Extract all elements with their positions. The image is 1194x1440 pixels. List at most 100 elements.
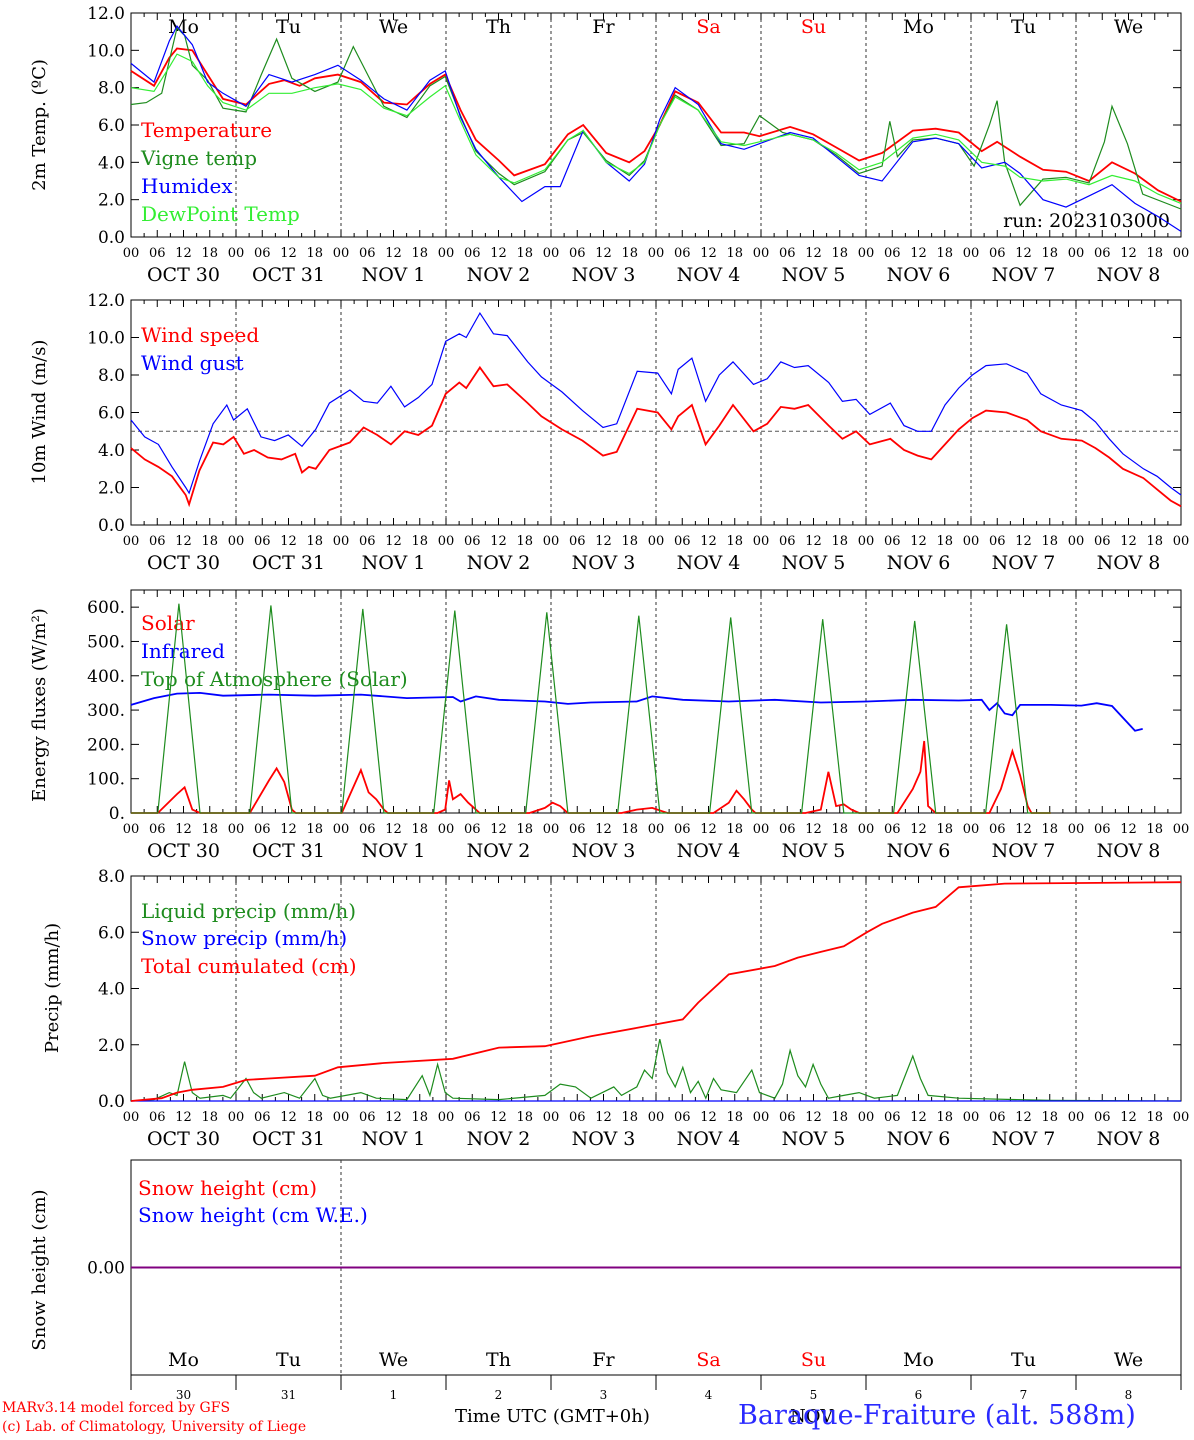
- hour-tick-label: 06: [254, 534, 271, 549]
- hour-tick-label: 18: [516, 246, 533, 261]
- hour-tick-label: 06: [254, 1110, 271, 1125]
- hour-tick-label: 18: [726, 246, 743, 261]
- hour-tick-label: 18: [201, 1110, 218, 1125]
- series-line-infrared: [130, 691, 1143, 732]
- hour-tick-label: 18: [1146, 534, 1163, 549]
- y-tick-label: 0.00: [87, 1259, 125, 1279]
- date-label: OCT 30: [147, 552, 220, 574]
- station-label: Baraque-Fraiture (alt. 588m): [738, 1400, 1136, 1431]
- y-tick-label: 600.: [87, 598, 125, 618]
- hour-tick-label: 00: [858, 534, 875, 549]
- day-number: 4: [705, 1388, 713, 1402]
- hour-tick-label: 12: [805, 534, 822, 549]
- hour-tick-label: 18: [1146, 246, 1163, 261]
- hour-tick-label: 12: [700, 1110, 717, 1125]
- hour-tick-label: 06: [674, 1110, 691, 1125]
- hour-tick-label: 00: [963, 1110, 980, 1125]
- y-tick-label: 4.0: [98, 153, 125, 173]
- hour-tick-label: 00: [1173, 822, 1190, 837]
- y-tick-label: 6.0: [98, 116, 125, 136]
- weekday-label: Su: [801, 1349, 826, 1371]
- date-label: NOV 3: [572, 840, 636, 862]
- hour-tick-label: 18: [201, 246, 218, 261]
- date-label: NOV 7: [992, 840, 1056, 862]
- date-label: NOV 5: [782, 552, 846, 574]
- date-label: NOV 4: [677, 840, 741, 862]
- hour-tick-label: 06: [569, 534, 586, 549]
- hour-tick-label: 18: [831, 1110, 848, 1125]
- y-tick-label: 4.0: [98, 980, 125, 1000]
- hour-tick-label: 12: [910, 534, 927, 549]
- hour-tick-label: 00: [1068, 1110, 1085, 1125]
- date-label: NOV 2: [467, 264, 531, 286]
- hour-tick-label: 00: [1068, 534, 1085, 549]
- hour-tick-label: 00: [228, 246, 245, 261]
- hour-tick-label: 12: [910, 246, 927, 261]
- date-label: OCT 31: [252, 840, 325, 862]
- hour-tick-label: 12: [175, 534, 192, 549]
- hour-tick-label: 00: [123, 822, 140, 837]
- month-label: NOV: [790, 1406, 834, 1427]
- hour-tick-label: 12: [700, 534, 717, 549]
- series-line-humidex: [130, 25, 1182, 232]
- y-tick-label: 10.0: [87, 329, 125, 349]
- hour-tick-label: 06: [884, 1110, 901, 1125]
- hour-tick-label: 18: [936, 1110, 953, 1125]
- legend-snow-height-cm-w-e-: Snow height (cm W.E.): [138, 1203, 368, 1227]
- hour-tick-label: 18: [1041, 822, 1058, 837]
- date-label: NOV 1: [362, 840, 426, 862]
- hour-tick-label: 00: [123, 246, 140, 261]
- hour-tick-label: 12: [1120, 1110, 1137, 1125]
- y-tick-label: 0.0: [98, 228, 125, 248]
- date-label: NOV 2: [467, 552, 531, 574]
- hour-tick-label: 12: [805, 1110, 822, 1125]
- hour-tick-label: 12: [805, 822, 822, 837]
- hour-tick-label: 06: [464, 246, 481, 261]
- hour-tick-label: 00: [333, 1110, 350, 1125]
- date-label: OCT 31: [252, 552, 325, 574]
- hour-tick-label: 00: [858, 822, 875, 837]
- hour-tick-label: 18: [831, 822, 848, 837]
- hour-tick-label: 12: [175, 1110, 192, 1125]
- hour-tick-label: 18: [936, 534, 953, 549]
- weekday-label: Fr: [592, 1349, 615, 1371]
- date-label: OCT 30: [147, 840, 220, 862]
- date-label: OCT 31: [252, 1128, 325, 1150]
- hour-tick-label: 00: [648, 1110, 665, 1125]
- weekday-label: Tu: [1011, 1349, 1036, 1371]
- weekday-label: Th: [486, 1349, 511, 1371]
- hour-tick-label: 12: [280, 246, 297, 261]
- weekday-label: Fr: [592, 16, 615, 38]
- date-label: NOV 2: [467, 840, 531, 862]
- hour-tick-label: 12: [490, 534, 507, 549]
- model-credit: MARv3.14 model forced by GFS: [2, 1400, 231, 1416]
- day-number: 5: [810, 1388, 818, 1402]
- hour-tick-label: 00: [438, 534, 455, 549]
- hour-tick-label: 00: [858, 246, 875, 261]
- date-label: NOV 4: [677, 552, 741, 574]
- date-label: NOV 4: [677, 1128, 741, 1150]
- hour-tick-label: 06: [989, 534, 1006, 549]
- hour-tick-label: 18: [831, 534, 848, 549]
- hour-tick-label: 06: [464, 534, 481, 549]
- weekday-label: Sa: [696, 16, 720, 38]
- day-number: 1: [390, 1388, 398, 1402]
- hour-tick-label: 00: [648, 246, 665, 261]
- hour-tick-label: 06: [1094, 246, 1111, 261]
- hour-tick-label: 18: [411, 534, 428, 549]
- hour-tick-label: 06: [464, 822, 481, 837]
- hour-tick-label: 12: [1015, 1110, 1032, 1125]
- y-tick-label: 0.: [109, 804, 125, 824]
- hour-tick-label: 06: [149, 822, 166, 837]
- hour-tick-label: 12: [490, 822, 507, 837]
- series-line-temperature: [130, 47, 1182, 203]
- hour-tick-label: 00: [648, 822, 665, 837]
- date-label: NOV 6: [887, 552, 951, 574]
- date-label: NOV 5: [782, 264, 846, 286]
- legend-liquid-precip-mm-h-: Liquid precip (mm/h): [141, 899, 356, 923]
- hour-tick-label: 00: [648, 534, 665, 549]
- hour-tick-label: 12: [595, 822, 612, 837]
- hour-tick-label: 00: [1173, 246, 1190, 261]
- hour-tick-label: 00: [963, 534, 980, 549]
- day-number: 30: [176, 1388, 191, 1402]
